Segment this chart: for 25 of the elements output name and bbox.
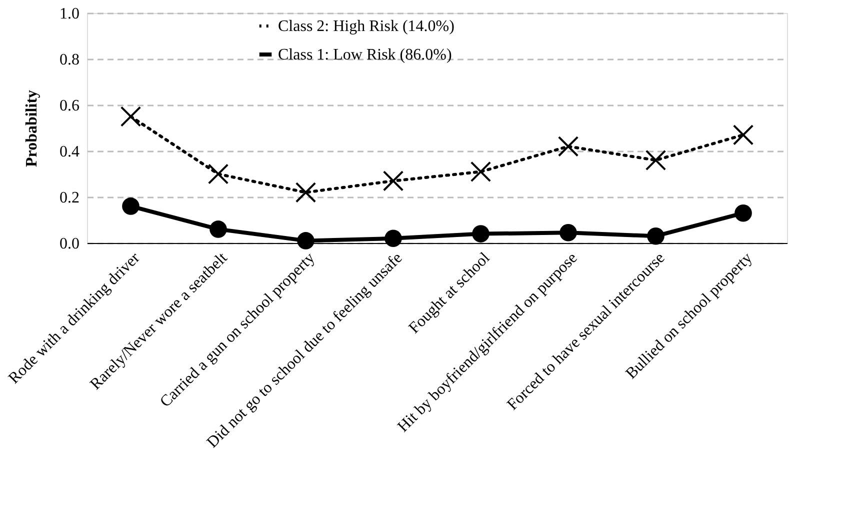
y-tick-label: 0.0 <box>60 236 80 252</box>
legend-label: Class 2: High Risk (14.0%) <box>278 18 454 35</box>
point <box>297 232 314 250</box>
point <box>122 198 140 215</box>
point <box>208 164 229 184</box>
point <box>645 150 666 171</box>
point <box>295 182 316 203</box>
y-tick-label: 0.2 <box>60 190 80 206</box>
point <box>470 161 492 182</box>
y-tick-label: 1.0 <box>60 6 80 22</box>
y-tick-label: 0.4 <box>60 144 80 160</box>
y-axis-title: Probability <box>24 90 40 168</box>
point <box>734 204 752 222</box>
point <box>472 225 490 242</box>
point <box>558 136 579 157</box>
point <box>382 170 404 192</box>
point <box>384 230 402 248</box>
legend-label: Class 1: Low Risk (86.0%) <box>278 46 452 64</box>
point <box>732 124 754 146</box>
point <box>210 220 227 238</box>
point <box>120 106 142 127</box>
y-tick-label: 0.8 <box>60 52 80 68</box>
point <box>560 224 577 242</box>
y-tick-label: 0.6 <box>60 98 80 114</box>
point <box>647 227 664 245</box>
